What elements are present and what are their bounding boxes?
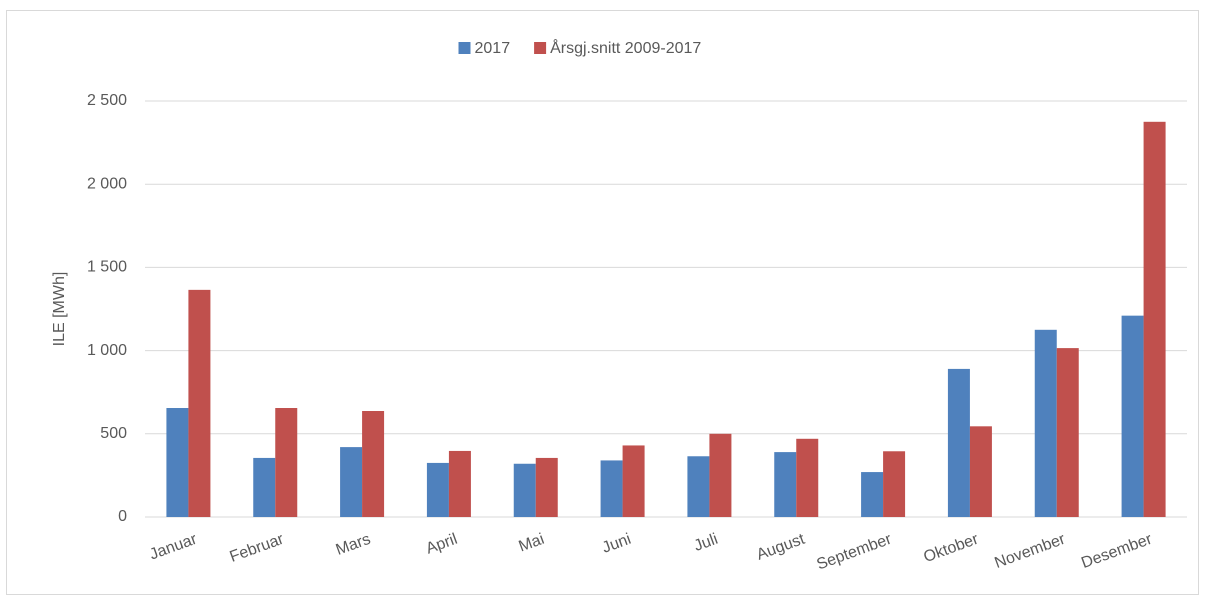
legend-swatch [534,42,547,54]
bar [340,447,363,517]
bar [188,289,211,517]
y-tick-label: 1 500 [87,259,127,276]
bar [947,368,970,517]
y-axis-label: ILE [MWh] [51,272,68,347]
bar [253,457,276,517]
bar [448,450,471,517]
y-tick-label: 500 [100,425,127,442]
y-tick-label: 2 000 [87,175,127,192]
bar [622,445,645,517]
bar [969,426,992,517]
bar [1034,329,1057,517]
bar [275,408,298,517]
legend-label: 2017 [475,40,511,57]
bar [883,451,906,517]
bar [1121,315,1144,517]
bar [362,411,385,517]
bar [861,472,884,517]
y-tick-label: 0 [118,508,127,525]
bar [600,460,623,517]
bar [774,452,797,517]
bar [1143,121,1166,518]
bar [1056,348,1079,517]
bar [709,433,732,517]
y-tick-label: 2 500 [87,92,127,109]
legend-swatch [458,42,471,54]
bar [535,457,558,517]
bar [513,463,536,517]
bar [426,462,449,517]
legend-label: Årsgj.snitt 2009-2017 [550,38,701,57]
bar [166,408,189,517]
bar [796,438,819,517]
bar [687,456,710,517]
y-tick-label: 1 000 [87,342,127,359]
